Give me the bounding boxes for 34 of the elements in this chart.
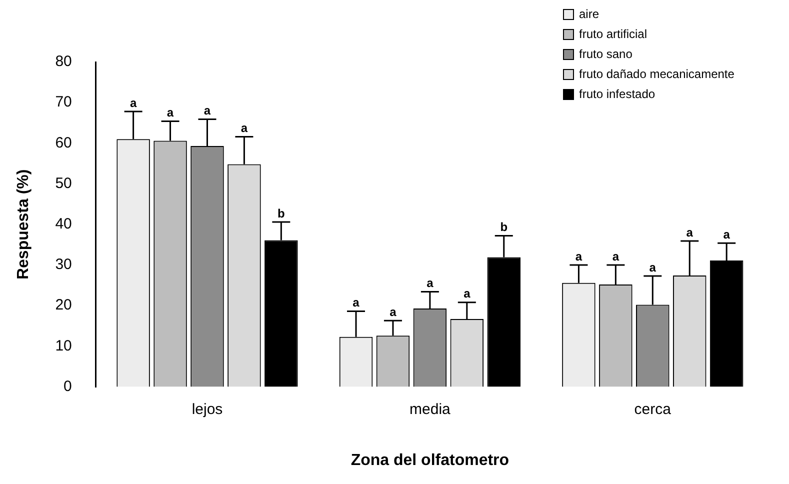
y-tick-label: 30 xyxy=(55,256,72,274)
data-label: a xyxy=(575,249,582,264)
data-label: a xyxy=(723,227,730,242)
y-tick-label: 70 xyxy=(55,94,72,111)
data-label: b xyxy=(278,206,285,220)
legend-label: fruto sano xyxy=(579,46,632,63)
y-tick-label: 10 xyxy=(55,337,72,354)
data-label: a xyxy=(130,96,137,110)
legend-label: aire xyxy=(579,6,600,23)
data-label: b xyxy=(500,220,508,234)
y-tick-label: 40 xyxy=(55,216,72,233)
data-label: a xyxy=(240,121,248,136)
x-tick-label: cerca xyxy=(634,400,672,418)
legend-label: fruto infestado xyxy=(579,86,656,103)
y-axis-title: Respuesta (%) xyxy=(15,169,32,280)
x-axis-title: Zona del olfatometro xyxy=(350,452,510,469)
legend-label: fruto artificial xyxy=(579,26,648,43)
data-label: a xyxy=(464,286,471,301)
y-tick-label: 60 xyxy=(55,134,72,152)
data-label: a xyxy=(352,296,360,310)
data-label: a xyxy=(649,260,656,274)
y-tick-label: 50 xyxy=(55,174,72,192)
y-tick-label: 80 xyxy=(55,53,72,70)
y-tick-label: 20 xyxy=(55,296,72,314)
x-tick-label: media xyxy=(410,400,452,418)
data-label: a xyxy=(390,304,397,319)
data-label: a xyxy=(166,106,174,120)
data-label: a xyxy=(204,104,211,118)
data-label: a xyxy=(686,225,694,240)
legend-label: fruto dañado mecanicamente xyxy=(579,66,734,83)
data-label: a xyxy=(612,249,620,264)
data-label: a xyxy=(426,276,434,290)
x-tick-label: lejos xyxy=(192,400,223,418)
y-tick-label: 0 xyxy=(64,378,72,395)
